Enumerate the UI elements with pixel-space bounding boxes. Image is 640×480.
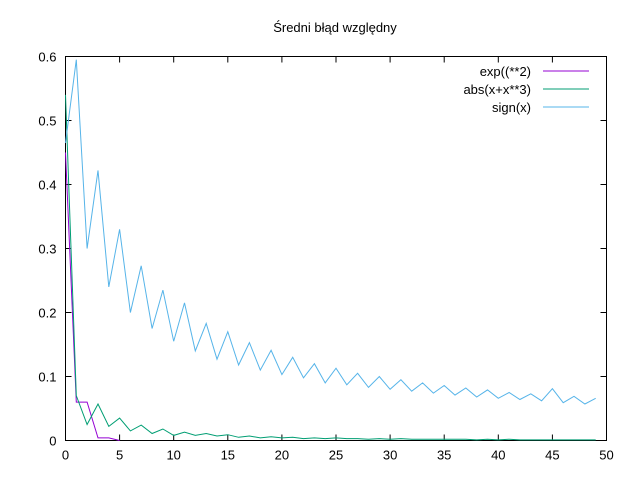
x-tick-label: 50 [599, 448, 613, 463]
series-line [65, 152, 120, 441]
series-line [65, 59, 596, 405]
legend-label: abs(x+x**3) [463, 82, 531, 97]
y-tick-label: 0.1 [38, 370, 56, 385]
y-tick-label: 0.2 [38, 306, 56, 321]
y-tick-label: 0.6 [38, 50, 56, 65]
x-tick-label: 5 [116, 448, 123, 463]
y-tick-label: 0.3 [38, 242, 56, 257]
series-line [65, 94, 596, 441]
y-tick-label: 0.5 [38, 114, 56, 129]
legend-label: exp((**2) [480, 64, 531, 79]
series-lines [65, 59, 596, 441]
legend: exp((**2) abs(x+x**3) sign(x) [463, 64, 589, 115]
chart-title: Średni błąd względny [273, 20, 397, 35]
legend-label: sign(x) [492, 100, 531, 115]
x-tick-label: 15 [221, 448, 235, 463]
x-tick-label: 30 [383, 448, 397, 463]
y-tick-label: 0 [49, 434, 56, 449]
axis-ticks: 0 5 10 15 20 25 30 35 40 45 50 0 0.1 0.2 0.3 0.4 0.5 0.6 [38, 50, 613, 463]
y-tick-label: 0.4 [38, 178, 56, 193]
x-tick-label: 40 [491, 448, 505, 463]
x-tick-label: 25 [329, 448, 343, 463]
x-tick-label: 35 [437, 448, 451, 463]
x-tick-label: 45 [545, 448, 559, 463]
x-tick-label: 0 [62, 448, 69, 463]
x-tick-label: 20 [275, 448, 289, 463]
x-tick-label: 10 [166, 448, 180, 463]
